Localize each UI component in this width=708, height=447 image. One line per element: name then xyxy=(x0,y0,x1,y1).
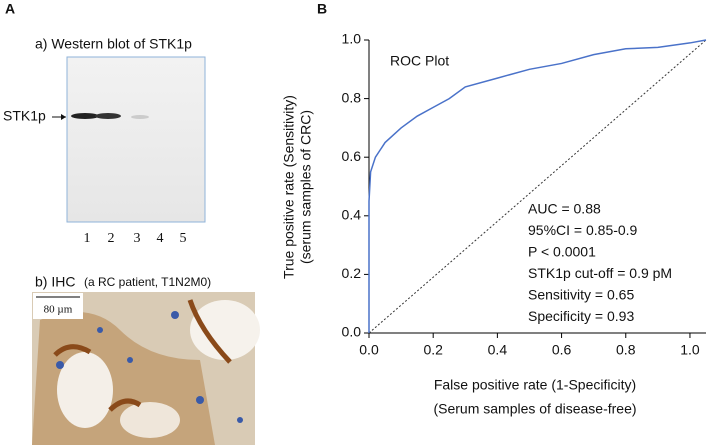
y-tick-label: 0.8 xyxy=(342,89,362,105)
y-tick-label: 0.4 xyxy=(342,207,362,223)
lane-label: 3 xyxy=(134,231,141,246)
annotation: 95%CI = 0.85-0.9 xyxy=(528,222,638,238)
annotation: Sensitivity = 0.65 xyxy=(528,287,634,303)
chart-title: ROC Plot xyxy=(390,53,449,69)
blot-band xyxy=(95,113,121,119)
panel-label: A xyxy=(5,1,15,17)
roc-curve xyxy=(368,39,707,333)
annotation: STK1p cut-off = 0.9 pM xyxy=(528,265,672,281)
blot-title: a) Western blot of STK1p xyxy=(35,36,192,52)
annotation: AUC = 0.88 xyxy=(528,201,601,217)
reference-line xyxy=(368,39,707,334)
x-tick-label: 0.6 xyxy=(552,342,572,358)
marker-arrowhead xyxy=(61,114,66,120)
x-tick-label: 0.2 xyxy=(423,342,443,358)
y-tick-label: 0.2 xyxy=(342,265,362,281)
lane-label: 2 xyxy=(108,231,115,246)
x-axis-label: (Serum samples of disease-free) xyxy=(433,401,636,417)
x-tick-label: 1.0 xyxy=(680,342,700,358)
x-tick-label: 0.8 xyxy=(616,342,636,358)
lane-label: 1 xyxy=(84,231,91,246)
lane-label: 4 xyxy=(157,231,164,246)
y-tick-label: 1.0 xyxy=(342,31,362,47)
ihc-image xyxy=(32,292,260,445)
panel-label: B xyxy=(317,1,327,17)
x-tick-label: 0.4 xyxy=(488,342,508,358)
y-axis-label: (serum samples of CRC) xyxy=(298,110,314,264)
scale-label: 80 µm xyxy=(44,304,73,316)
ihc-title: b) IHC xyxy=(35,274,75,290)
x-tick-label: 0.0 xyxy=(359,342,379,358)
y-tick-label: 0.0 xyxy=(342,324,362,340)
y-tick-label: 0.6 xyxy=(342,148,362,164)
blot-image xyxy=(66,56,206,223)
blot-marker: STK1p xyxy=(3,108,46,124)
blot-band xyxy=(71,113,99,119)
lane-label: 5 xyxy=(180,231,187,246)
annotation: P < 0.0001 xyxy=(528,244,596,260)
ihc-subtitle: (a RC patient, T1N2M0) xyxy=(84,275,211,289)
y-axis-label: True positive rate (Sensitivity) xyxy=(281,95,297,279)
x-axis-label: False positive rate (1-Specificity) xyxy=(434,377,636,393)
annotation: Specificity = 0.93 xyxy=(528,308,634,324)
blot-band xyxy=(131,115,149,119)
